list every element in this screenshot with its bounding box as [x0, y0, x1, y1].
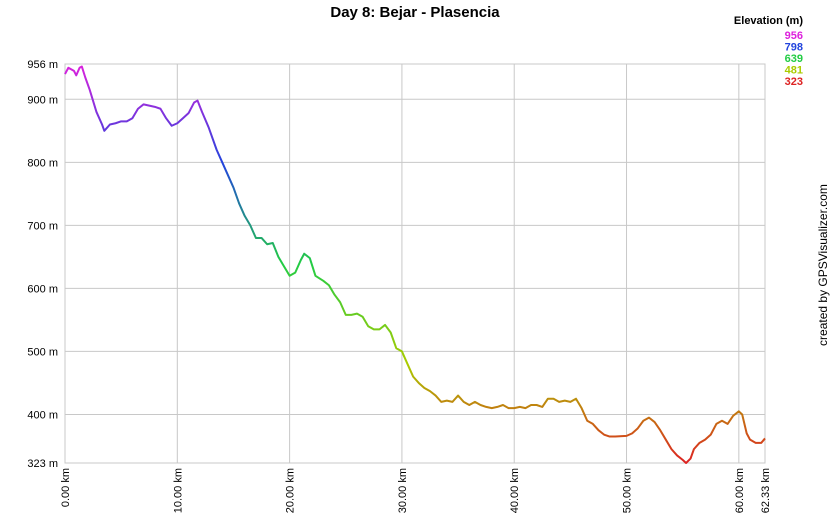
x-tick-label: 62.33 km: [760, 468, 772, 513]
legend-item: 481: [785, 65, 803, 77]
chart-title: Day 8: Bejar - Plasencia: [330, 4, 500, 21]
legend-item: 639: [785, 53, 803, 65]
elevation-line: [64, 65, 766, 464]
y-tick-label: 600 m: [27, 283, 58, 295]
legend-item: 798: [785, 42, 803, 54]
x-tick-label: 20.00 km: [285, 468, 297, 513]
legend-title: Elevation (m): [734, 15, 803, 27]
y-tick-label: 400 m: [27, 409, 58, 421]
credit: created by GPSVisualizer.com: [816, 184, 830, 346]
y-tick-label: 956 m: [27, 59, 58, 71]
y-tick-label: 800 m: [27, 157, 58, 169]
x-tick-label: 40.00 km: [509, 468, 521, 513]
plot-frame: [64, 63, 766, 464]
legend-item: 956: [785, 30, 803, 42]
x-tick-label: 30.00 km: [397, 468, 409, 513]
x-tick-label: 50.00 km: [622, 468, 634, 513]
y-tick-label: 323 m: [27, 458, 58, 470]
x-tick-label: 60.00 km: [734, 468, 746, 513]
x-tick-label: 10.00 km: [172, 468, 184, 513]
y-tick-label: 700 m: [27, 220, 58, 232]
x-tick-label: 0.00 km: [60, 468, 72, 507]
legend-item: 323: [785, 76, 803, 88]
y-tick-label: 900 m: [27, 94, 58, 106]
y-tick-label: 500 m: [27, 346, 58, 358]
